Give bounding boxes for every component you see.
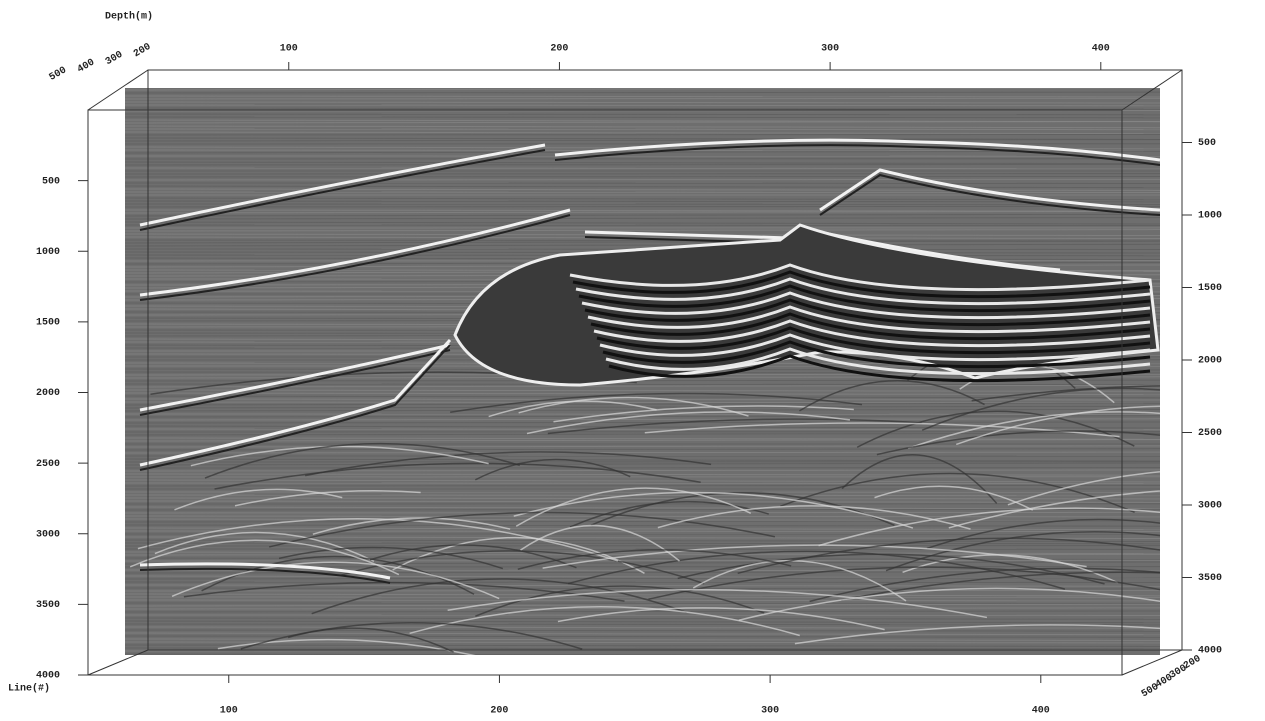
x2-tick-label: 200 [550, 44, 568, 55]
z-tick-label: 400 [76, 57, 97, 76]
trace-noise [125, 110, 1160, 111]
z-tick-label: 500 [48, 65, 69, 84]
trace-noise [125, 206, 1160, 207]
trace-noise [125, 176, 1160, 177]
x-tick-label: 300 [761, 706, 779, 717]
z-tick-label: 200 [132, 42, 153, 61]
trace-noise [125, 134, 1160, 135]
y-tick-label: 500 [42, 176, 60, 187]
x-tick-label: 400 [1032, 706, 1050, 717]
x-tick-label: 200 [490, 706, 508, 717]
x-axis-label: Line(#) [8, 683, 50, 695]
y2-tick-label: 2000 [1198, 356, 1222, 367]
y2-tick-label: 1000 [1198, 211, 1222, 222]
trace-noise [125, 192, 1160, 193]
y2-tick-label: 4000 [1198, 646, 1222, 657]
chart: Depth(m) Line(#) 100 200 300 400 100 200 300 40… [0, 0, 1265, 721]
trace-noise [125, 98, 1160, 99]
y2-tick-label: 1500 [1198, 283, 1222, 294]
trace-noise [125, 495, 1160, 496]
trace-noise [125, 384, 1160, 385]
y-tick-label: 3000 [36, 529, 60, 540]
y2-tick-label: 3500 [1198, 573, 1222, 584]
y-tick-label: 3500 [36, 600, 60, 611]
y2-tick-label: 500 [1198, 138, 1216, 149]
z-tick-label: 300 [104, 50, 125, 69]
x2-tick-label: 400 [1092, 44, 1110, 55]
y2-tick-label: 3000 [1198, 501, 1222, 512]
trace-noise [125, 483, 1160, 484]
y-axis-label: Depth(m) [105, 11, 153, 23]
trace-noise [125, 531, 1160, 532]
x2-tick-label: 100 [280, 44, 298, 55]
trace-noise [125, 179, 1160, 180]
y-tick-label: 1500 [36, 318, 60, 329]
trace-noise [125, 582, 1160, 583]
trace-noise [125, 512, 1160, 513]
x-tick-label: 100 [220, 706, 238, 717]
y-tick-label: 2000 [36, 388, 60, 399]
y-tick-label: 2500 [36, 459, 60, 470]
trace-noise [125, 164, 1160, 165]
trace-noise [125, 509, 1160, 510]
trace-noise [125, 225, 1160, 226]
y2-tick-label: 2500 [1198, 428, 1222, 439]
trace-noise [125, 485, 1160, 486]
trace-noise [125, 129, 1160, 130]
trace-noise [125, 168, 1160, 169]
x2-tick-label: 300 [821, 44, 839, 55]
y-tick-label: 1000 [36, 247, 60, 258]
y-tick-label: 4000 [36, 671, 60, 682]
